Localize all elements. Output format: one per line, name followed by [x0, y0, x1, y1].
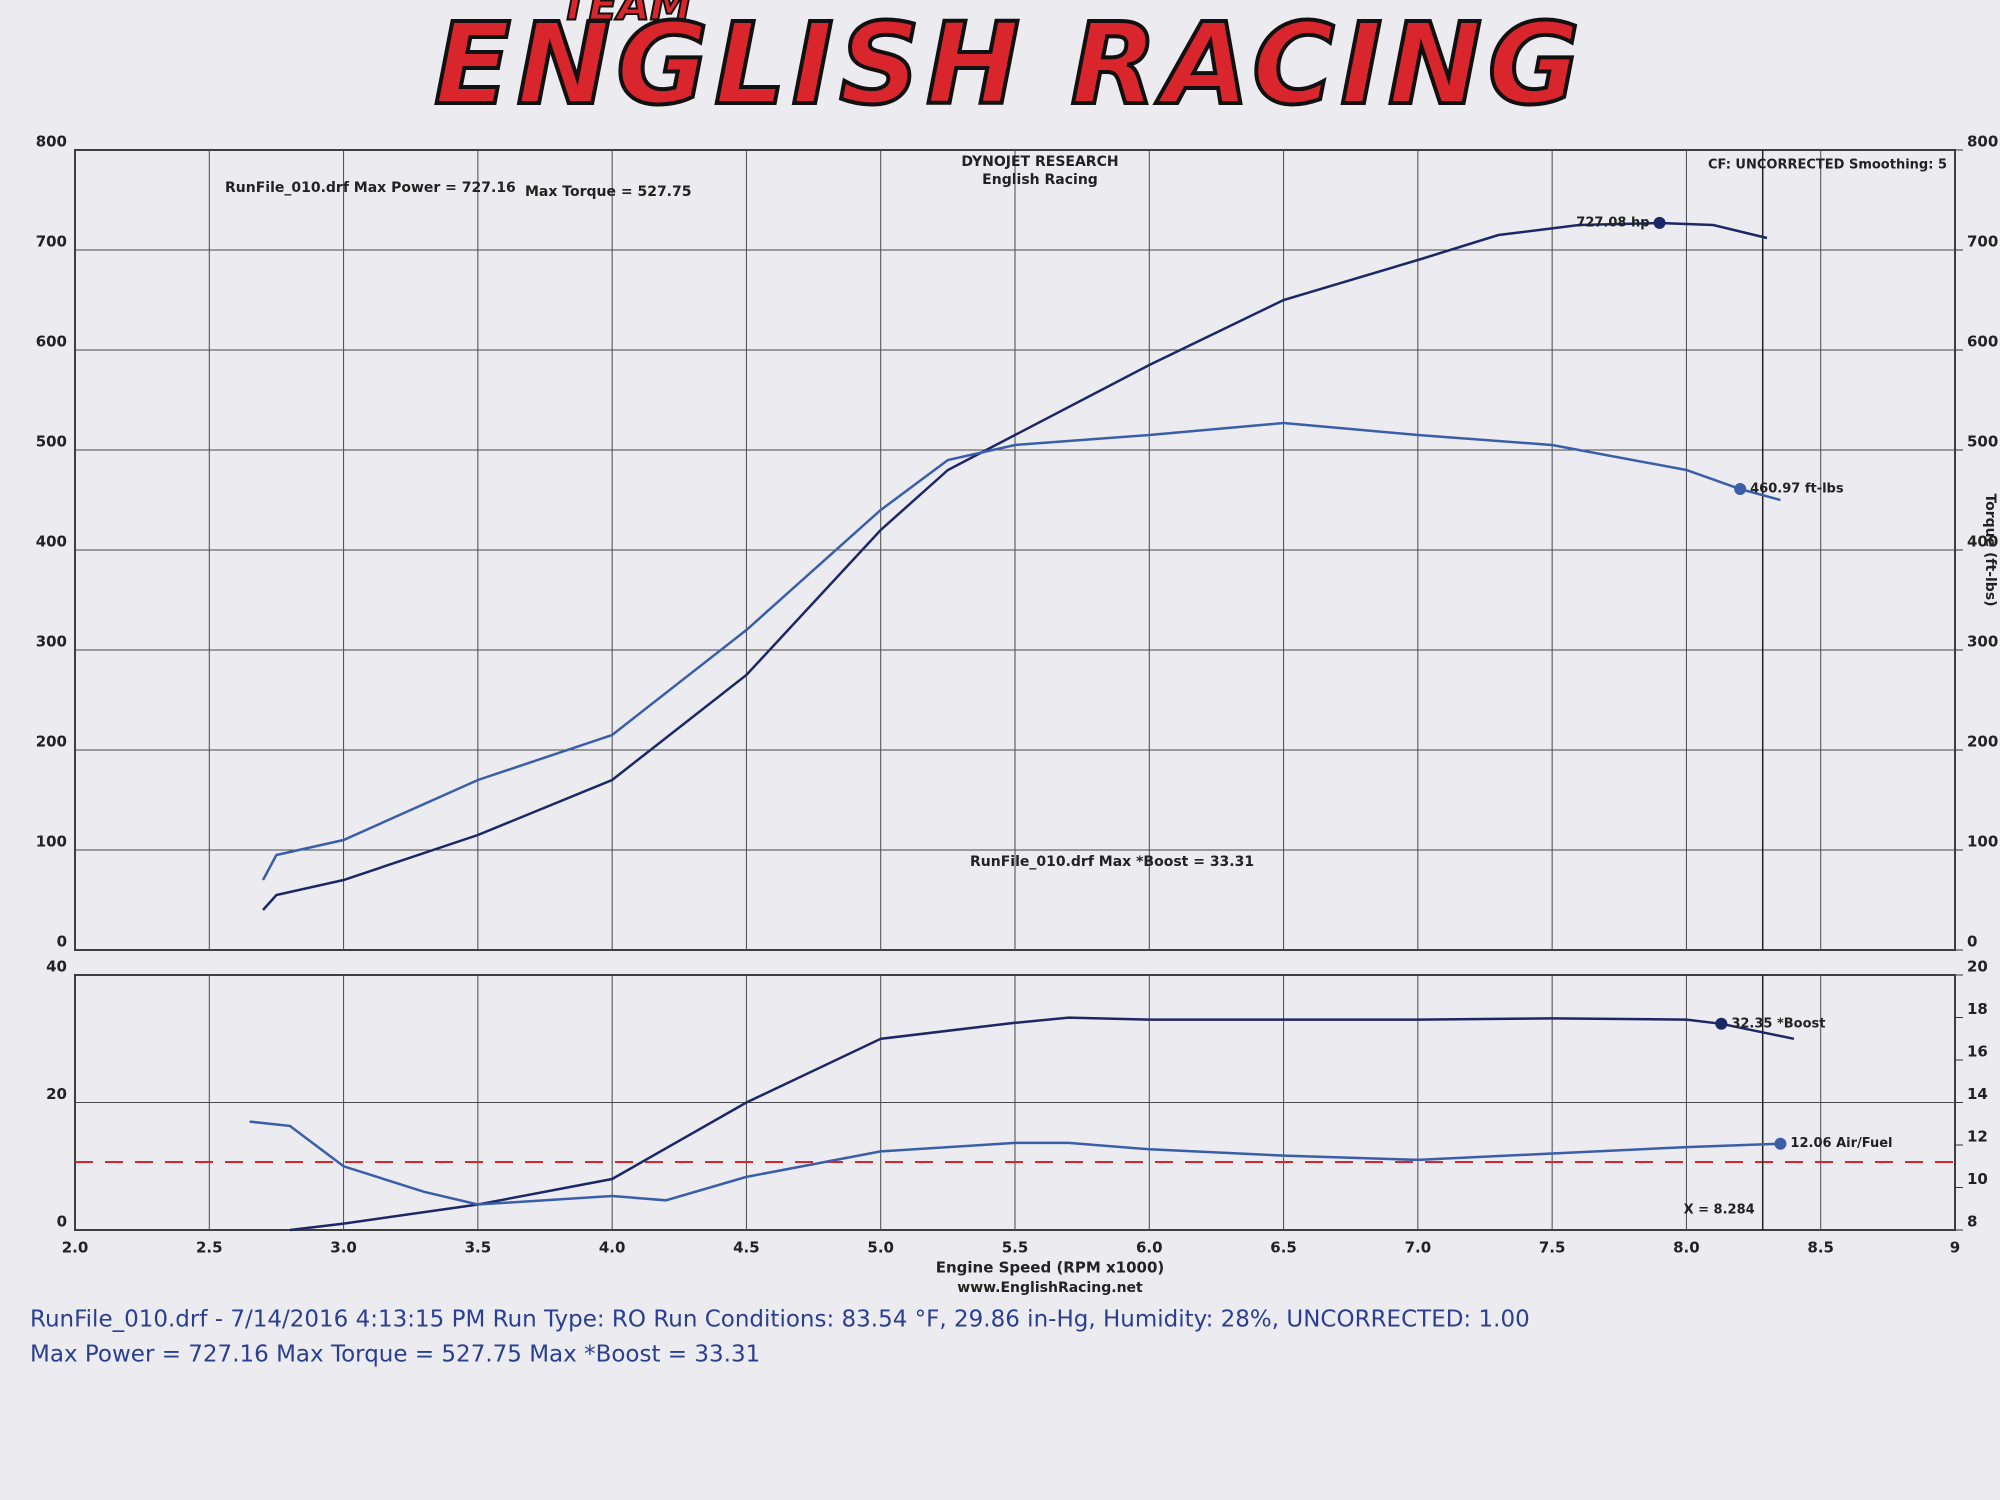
peak-label: 460.97 ft-lbs	[1750, 482, 1844, 497]
y-tick-label: 20	[46, 1085, 67, 1103]
x-tick-label: 5.0	[867, 1239, 894, 1257]
footer-line: RunFile_010.drf - 7/14/2016 4:13:15 PM R…	[30, 1307, 1530, 1333]
footer-line: Max Power = 727.16 Max Torque = 527.75 M…	[30, 1342, 760, 1368]
y-tick-label: 800	[36, 133, 67, 151]
series-line	[261, 421, 1781, 881]
peak-label: 727.08 hp	[1576, 215, 1649, 230]
x-tick-label: 4.5	[733, 1239, 760, 1257]
annotation: RunFile_010.drf Max Power = 727.16	[225, 180, 516, 196]
peak-marker	[1734, 483, 1747, 496]
y-tick-label: 0	[57, 933, 67, 951]
y2-tick-label: 300	[1967, 633, 1998, 651]
y2-tick-label: 600	[1967, 333, 1998, 351]
y2-tick-label: 200	[1967, 733, 1998, 751]
chart-note: CF: UNCORRECTED Smoothing: 5	[1708, 158, 1947, 173]
x-tick-label: 2.5	[196, 1239, 223, 1257]
annotation: Max Torque = 527.75	[525, 184, 691, 200]
y2-tick-label: 500	[1967, 433, 1998, 451]
peak-marker	[1715, 1017, 1728, 1030]
x-tick-label: 8.0	[1673, 1239, 1700, 1257]
x-tick-label: 7.0	[1405, 1239, 1432, 1257]
peak-marker	[1774, 1137, 1787, 1150]
y2-tick-label: 0	[1967, 933, 1977, 951]
peak-marker	[1653, 216, 1666, 229]
y2-tick-label: 700	[1967, 233, 1998, 251]
y2-tick-label: 10	[1967, 1170, 1988, 1188]
y2-tick-label: 12	[1967, 1128, 1988, 1146]
y-tick-label: 500	[36, 433, 67, 451]
y2-tick-label: 20	[1967, 958, 1988, 976]
series-line	[249, 1120, 1781, 1206]
y2-tick-label: 400	[1967, 533, 1998, 551]
series-line	[262, 221, 1768, 911]
y2-axis-label: Torque (ft-lbs)	[1982, 493, 1998, 606]
x-tick-label: 6.5	[1270, 1239, 1297, 1257]
peak-label: 32.35 *Boost	[1731, 1016, 1825, 1031]
y-tick-label: 0	[57, 1213, 67, 1231]
y-tick-label: 700	[36, 233, 67, 251]
x-tick-label: 9	[1950, 1239, 1960, 1257]
y2-tick-label: 100	[1967, 833, 1998, 851]
y2-tick-label: 18	[1967, 1000, 1988, 1018]
x-tick-label: 6.0	[1136, 1239, 1163, 1257]
y2-tick-label: 16	[1967, 1043, 1988, 1061]
x-tick-label: 4.0	[599, 1239, 626, 1257]
x-tick-label: 2.0	[62, 1239, 89, 1257]
x-tick-label: 7.5	[1539, 1239, 1566, 1257]
y2-tick-label: 800	[1967, 133, 1998, 151]
y-tick-label: 100	[36, 833, 67, 851]
annotation: RunFile_010.drf Max *Boost = 33.31	[970, 854, 1254, 870]
y-tick-label: 40	[46, 958, 67, 976]
x-tick-label: 3.5	[465, 1239, 492, 1257]
y-tick-label: 400	[36, 533, 67, 551]
peak-label: 12.06 Air/Fuel	[1790, 1136, 1892, 1151]
y-tick-label: 200	[36, 733, 67, 751]
logo-team: TEAM	[560, 0, 692, 30]
x-tick-label: 8.5	[1807, 1239, 1834, 1257]
logo-brand: ENGLISH RACING	[434, 0, 1586, 130]
y2-tick-label: 8	[1967, 1213, 1977, 1231]
x-axis-label: Engine Speed (RPM x1000)	[936, 1259, 1165, 1277]
y-tick-label: 600	[36, 333, 67, 351]
x-tick-label: 3.0	[330, 1239, 357, 1257]
chart-url: www.EnglishRacing.net	[957, 1280, 1143, 1296]
cursor-label: X = 8.284	[1684, 1203, 1755, 1218]
series-line	[289, 1016, 1795, 1232]
x-tick-label: 5.5	[1002, 1239, 1029, 1257]
y2-tick-label: 14	[1967, 1085, 1988, 1103]
y-tick-label: 300	[36, 633, 67, 651]
chart-title: DYNOJET RESEARCH	[961, 154, 1118, 170]
chart-subtitle: English Racing	[982, 172, 1098, 188]
